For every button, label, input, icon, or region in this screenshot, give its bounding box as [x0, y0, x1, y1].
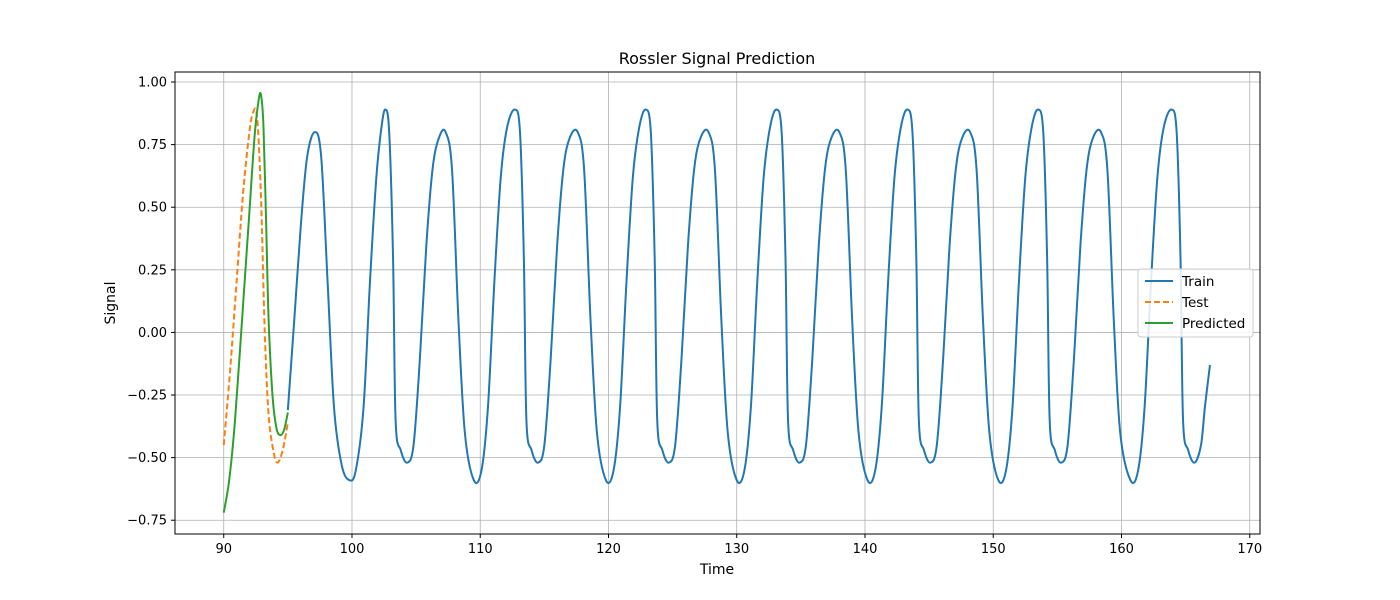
- y-tick-label: 0.75: [138, 138, 167, 153]
- y-tick-label: 0.00: [138, 326, 167, 341]
- legend-label-test: Test: [1181, 295, 1209, 311]
- y-tick-label: −0.50: [127, 451, 167, 466]
- y-axis-label: Signal: [103, 281, 119, 324]
- x-tick-label: 170: [1237, 542, 1262, 557]
- plot-frame: [174, 71, 1261, 535]
- y-tick-label: −0.75: [127, 514, 167, 529]
- x-tick-label: 150: [981, 542, 1006, 557]
- x-tick-label: 90: [215, 542, 232, 557]
- x-axis-label: Time: [699, 562, 734, 578]
- x-tick-label: 160: [1109, 542, 1134, 557]
- y-tick-label: −0.25: [127, 389, 167, 404]
- chart-title: Rossler Signal Prediction: [619, 49, 816, 68]
- series-line-predicted: [222, 91, 289, 513]
- x-tick-label: 120: [596, 542, 621, 557]
- series-line-test: [222, 107, 289, 464]
- series-line-train: [286, 108, 1211, 484]
- x-tick-label: 140: [853, 542, 878, 557]
- legend-box: [1137, 268, 1254, 338]
- x-tick-label: 130: [724, 542, 749, 557]
- legend-label-predicted: Predicted: [1182, 316, 1245, 332]
- ticks: 90 100 110 120 130 140 150 160 170 −0.75 −0.50 −0.2…: [127, 76, 1262, 557]
- series-layer: [222, 91, 1211, 513]
- legend-label-train: Train: [1181, 274, 1214, 290]
- x-tick-label: 110: [468, 542, 493, 557]
- x-tick-label: 100: [340, 542, 365, 557]
- y-tick-label: 0.50: [138, 201, 167, 216]
- y-tick-label: 1.00: [138, 76, 167, 91]
- y-tick-label: 0.25: [138, 263, 167, 278]
- legend: Train Test Predicted: [1137, 268, 1254, 338]
